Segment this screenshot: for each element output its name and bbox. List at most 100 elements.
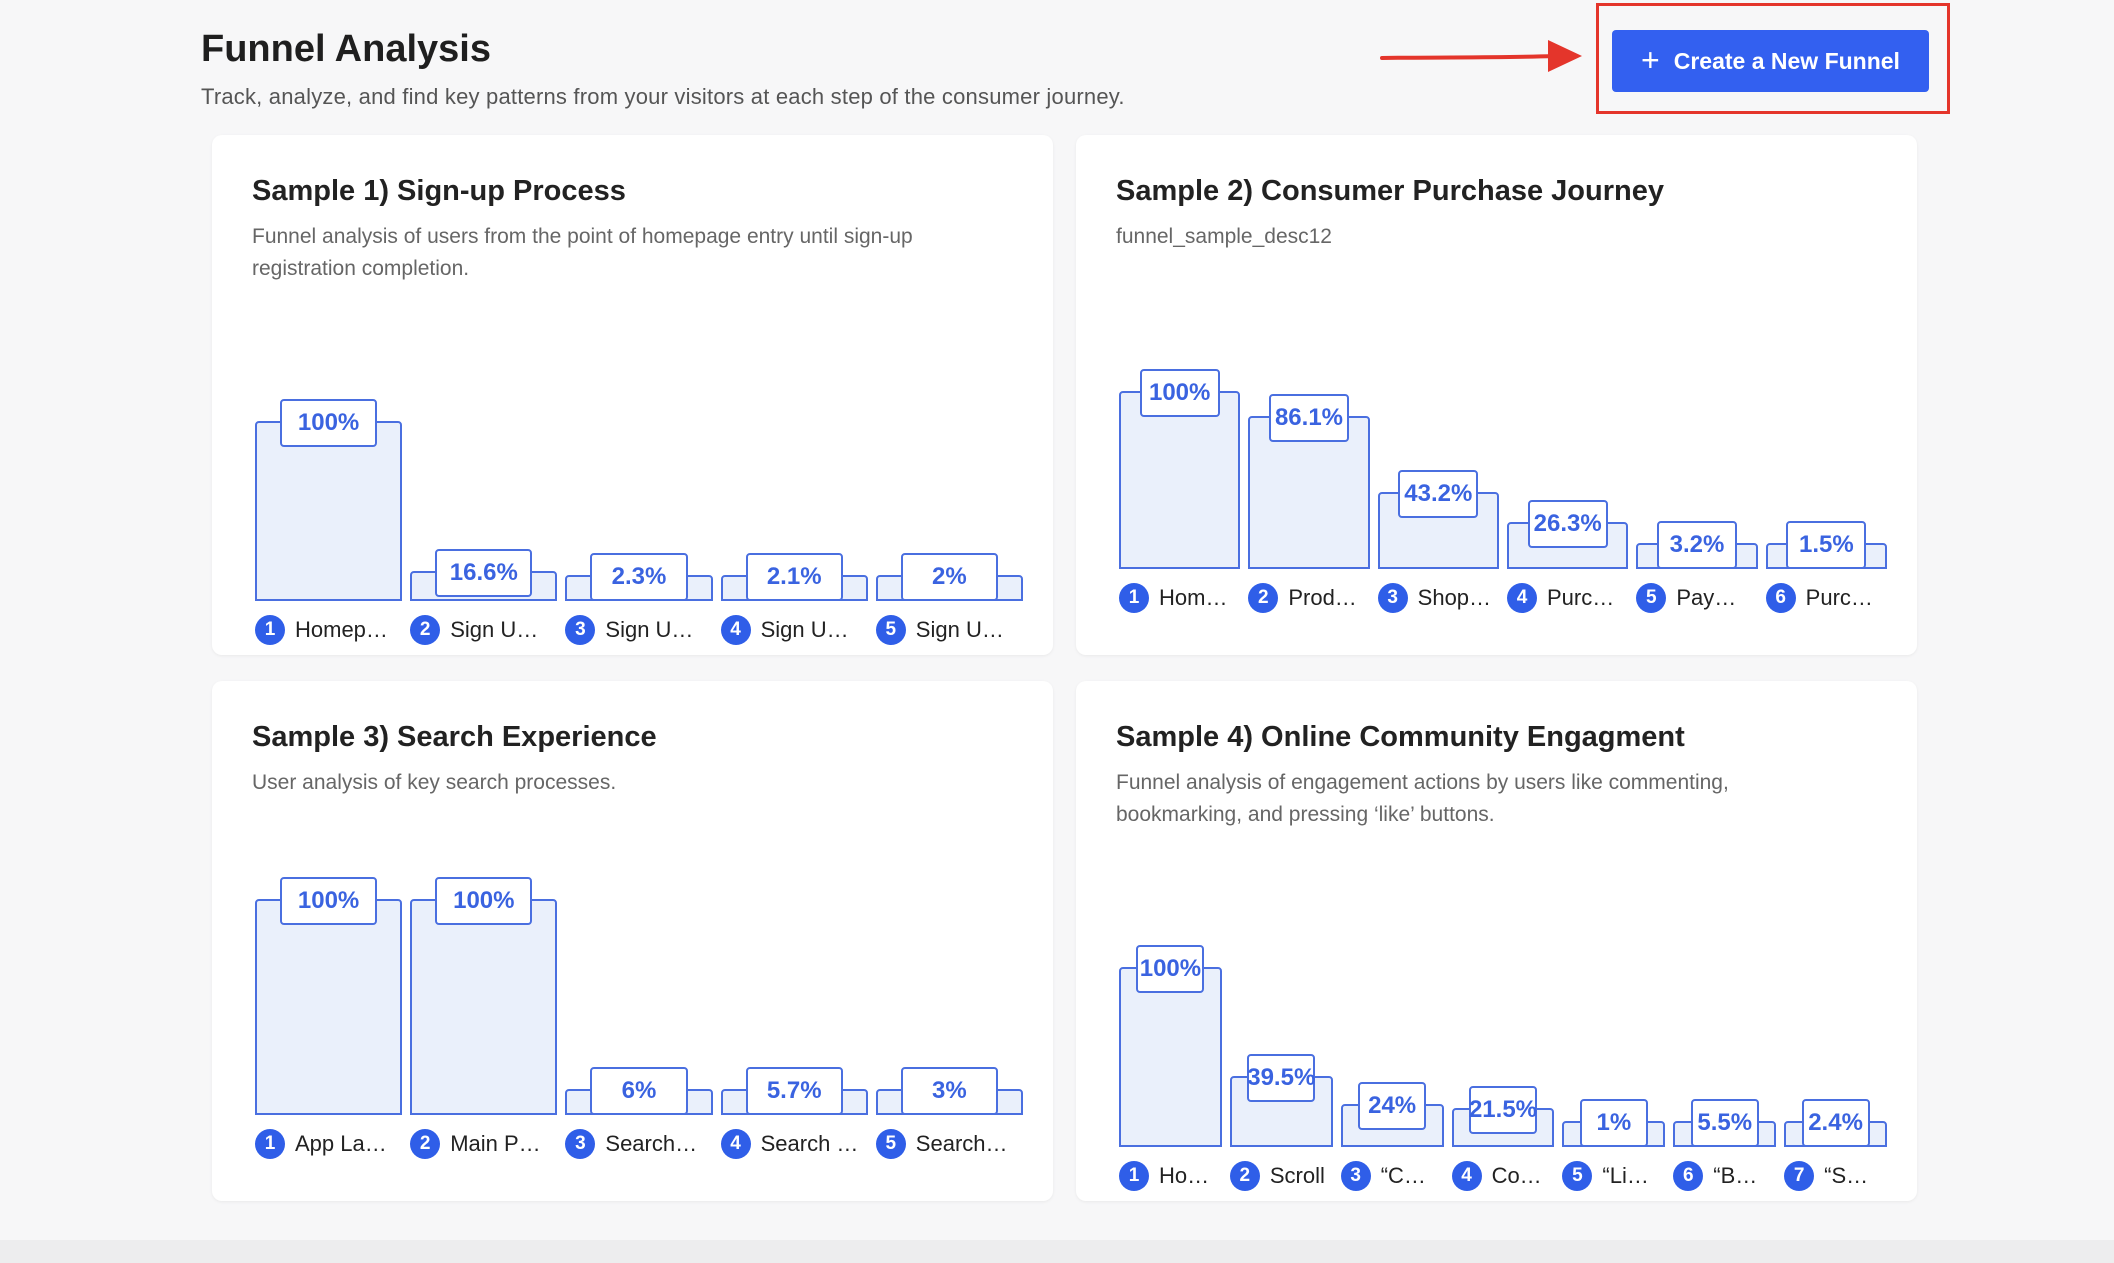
funnel-step-label: 7 “S… xyxy=(1784,1161,1891,1191)
step-number-badge: 5 xyxy=(1636,583,1667,613)
card-title: Sample 1) Sign-up Process xyxy=(252,175,626,207)
funnel-card-search-experience[interactable]: Sample 3) Search Experience User analysi… xyxy=(212,681,1053,1201)
step-name: Homep… xyxy=(295,617,388,642)
funnel-step-label: 4 Sign U… xyxy=(720,615,872,645)
step-name: “S… xyxy=(1824,1163,1869,1188)
funnel-step-label: 3 Shop… xyxy=(1377,583,1503,613)
funnel-bar-value-label: 2.3% xyxy=(590,553,688,601)
step-number-badge: 5 xyxy=(875,1129,906,1159)
funnel-card-community-engagement[interactable]: Sample 4) Online Community Engagment Fun… xyxy=(1076,681,1917,1201)
funnel-bar-value-label: 5.5% xyxy=(1690,1099,1759,1147)
funnel-bar-value-label: 5.7% xyxy=(745,1067,843,1115)
step-name: Scroll xyxy=(1269,1163,1325,1188)
card-description: User analysis of key search processes. xyxy=(252,771,617,794)
step-name: Hom… xyxy=(1159,585,1228,610)
funnel-bar-value-label: 21.5% xyxy=(1469,1086,1537,1135)
create-new-funnel-button[interactable]: + Create a New Funnel xyxy=(1612,30,1929,92)
step-name: Prod… xyxy=(1288,585,1357,610)
step-number-badge: 2 xyxy=(1248,583,1279,613)
step-number-badge: 4 xyxy=(1507,583,1537,613)
funnel-step-label: 4 Search … xyxy=(720,1129,872,1159)
funnel-step-label: 6 “B… xyxy=(1673,1161,1780,1191)
funnel-bar[interactable] xyxy=(1119,967,1222,1147)
funnel-step-label: 2 Prod… xyxy=(1248,583,1373,613)
card-title: Sample 3) Search Experience xyxy=(252,721,657,753)
step-name: Search … xyxy=(760,1131,859,1156)
funnel-bar-value-label: 6% xyxy=(590,1067,688,1115)
funnel-step-label: 4 Co… xyxy=(1451,1161,1559,1191)
step-name: Search… xyxy=(915,1131,1008,1156)
funnel-step-label: 5 Sign U… xyxy=(875,615,1027,645)
funnel-step-label: 1 Hom… xyxy=(1119,583,1244,613)
step-name: Sign U… xyxy=(605,617,694,642)
funnel-step-label: 5 Pay… xyxy=(1636,583,1761,613)
step-name: Sign U… xyxy=(760,617,849,642)
funnel-bar-value-label: 100% xyxy=(280,399,378,447)
step-number-badge: 5 xyxy=(1562,1161,1593,1191)
funnel-bar-value-label: 3% xyxy=(900,1067,998,1115)
card-description: funnel_sample_desc12 xyxy=(1116,225,1332,248)
step-name: App La… xyxy=(295,1131,387,1156)
funnel-bar-value-label: 2% xyxy=(900,553,998,601)
step-number-badge: 3 xyxy=(1377,583,1408,613)
step-number-badge: 4 xyxy=(720,1129,751,1159)
step-name: “B… xyxy=(1713,1163,1758,1188)
plus-icon: + xyxy=(1641,41,1660,78)
funnel-step-label: 4 Purc… xyxy=(1507,583,1632,613)
step-name: Purc… xyxy=(1547,585,1615,610)
funnel-step-label: 2 Main P… xyxy=(410,1129,561,1159)
step-number-badge: 2 xyxy=(1229,1161,1260,1191)
step-name: Pay… xyxy=(1676,585,1737,610)
funnel-bar[interactable] xyxy=(1248,415,1370,569)
funnel-bar-value-label: 2.1% xyxy=(745,553,843,601)
funnel-step-label: 3 Search… xyxy=(565,1129,716,1159)
funnel-step-label: 2 Sign U… xyxy=(410,615,561,645)
funnel-step-label: 1 Ho… xyxy=(1119,1161,1226,1191)
funnel-step-label: 1 Homep… xyxy=(255,615,406,645)
funnel-step-label: 3 Sign U… xyxy=(565,615,716,645)
funnel-step-label: 2 Scroll xyxy=(1229,1161,1337,1191)
step-name: Sign U… xyxy=(450,617,539,642)
step-number-badge: 3 xyxy=(565,615,596,645)
step-name: Co… xyxy=(1491,1163,1542,1188)
funnel-step-label: 5 “Li… xyxy=(1562,1161,1669,1191)
card-description: Funnel analysis of engagement actions by… xyxy=(1116,771,1729,826)
funnel-bar-value-label: 39.5% xyxy=(1247,1053,1315,1102)
card-description: Funnel analysis of users from the point … xyxy=(252,225,913,280)
funnel-bar[interactable] xyxy=(255,421,403,601)
funnel-bar-value-label: 100% xyxy=(435,877,533,925)
page-subtitle: Track, analyze, and find key patterns fr… xyxy=(201,84,1125,109)
funnel-bar[interactable] xyxy=(255,899,403,1115)
step-number-badge: 6 xyxy=(1673,1161,1704,1191)
funnel-bar-value-label: 1.5% xyxy=(1786,521,1867,569)
step-number-badge: 4 xyxy=(1451,1161,1482,1191)
step-number-badge: 1 xyxy=(255,615,285,645)
funnel-bar-value-label: 2.4% xyxy=(1801,1099,1870,1147)
step-number-badge: 1 xyxy=(1119,583,1149,613)
step-name: Purc… xyxy=(1805,585,1873,610)
funnel-bar[interactable] xyxy=(1119,391,1241,569)
funnel-bar[interactable] xyxy=(410,899,558,1115)
funnel-bar-value-label: 1% xyxy=(1579,1099,1648,1147)
funnel-bar-value-label: 16.6% xyxy=(435,549,533,598)
step-number-badge: 4 xyxy=(720,615,751,645)
bottom-scroll-area xyxy=(0,1240,2114,1263)
funnel-card-purchase-journey[interactable]: Sample 2) Consumer Purchase Journey funn… xyxy=(1076,135,1917,655)
funnel-card-sign-up[interactable]: Sample 1) Sign-up Process Funnel analysi… xyxy=(212,135,1053,655)
funnel-bar-value-label: 26.3% xyxy=(1527,500,1608,549)
card-title: Sample 4) Online Community Engagment xyxy=(1116,721,1685,753)
step-number-badge: 2 xyxy=(410,615,441,645)
step-name: Main P… xyxy=(450,1131,541,1156)
funnel-bar-value-label: 100% xyxy=(1139,369,1220,417)
create-new-funnel-label: Create a New Funnel xyxy=(1673,47,1900,74)
step-number-badge: 3 xyxy=(565,1129,596,1159)
step-name: Shop… xyxy=(1417,585,1492,610)
red-arrow-annotation-icon xyxy=(1380,40,1582,72)
funnel-bar-value-label: 100% xyxy=(1136,945,1205,993)
step-name: Ho… xyxy=(1159,1163,1210,1188)
step-number-badge: 5 xyxy=(875,615,906,645)
funnel-step-label: 1 App La… xyxy=(255,1129,406,1159)
funnel-step-label: 3 “C… xyxy=(1340,1161,1448,1191)
step-number-badge: 1 xyxy=(1119,1161,1149,1191)
step-name: Search… xyxy=(605,1131,698,1156)
